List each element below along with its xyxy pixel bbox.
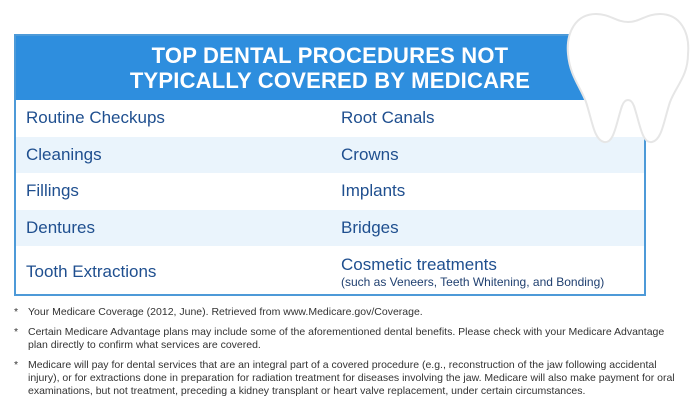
procedure-fillings: Fillings <box>26 181 79 201</box>
procedure-root-canals: Root Canals <box>341 108 435 128</box>
footnote-text: Certain Medicare Advantage plans may inc… <box>28 326 665 351</box>
procedure-cosmetic-treatments: Cosmetic treatments (such as Veneers, Te… <box>341 246 604 298</box>
title-line-2: TYPICALLY COVERED BY MEDICARE <box>129 68 531 93</box>
table-row: Routine Checkups Root Canals <box>16 100 644 137</box>
footnote-marker: * <box>14 306 19 318</box>
procedure-crowns: Crowns <box>341 144 399 164</box>
procedure-tooth-extractions: Tooth Extractions <box>26 262 157 281</box>
tooth-icon <box>566 12 690 144</box>
table-row: Dentures Bridges <box>16 209 644 246</box>
procedure-routine-checkups: Routine Checkups <box>26 108 165 128</box>
table-row: Tooth Extractions Cosmetic treatments (s… <box>16 246 644 298</box>
footnote-marker: * <box>14 326 19 338</box>
footnote: * Certain Medicare Advantage plans may i… <box>14 326 686 352</box>
procedure-bridges: Bridges <box>341 217 399 237</box>
footnote-text: Your Medicare Coverage (2012, June). Ret… <box>28 306 423 318</box>
procedures-table: Routine Checkups Root Canals Cleanings C… <box>16 100 644 298</box>
footnote-marker: * <box>14 359 19 371</box>
footnotes: * Your Medicare Coverage (2012, June). R… <box>14 306 686 405</box>
card-header: TOP DENTAL PROCEDURES NOT TYPICALLY COVE… <box>16 36 644 100</box>
footnote: * Your Medicare Coverage (2012, June). R… <box>14 306 686 319</box>
procedure-implants: Implants <box>341 181 406 201</box>
table-row: Cleanings Crowns <box>16 136 644 173</box>
table-row: Fillings Implants <box>16 173 644 210</box>
cosmetic-treatments-label: Cosmetic treatments <box>341 255 497 274</box>
procedure-cleanings: Cleanings <box>26 144 102 164</box>
title-line-1: TOP DENTAL PROCEDURES NOT <box>151 43 509 68</box>
procedures-card: TOP DENTAL PROCEDURES NOT TYPICALLY COVE… <box>14 34 646 296</box>
footnote: * Medicare will pay for dental services … <box>14 359 686 398</box>
procedure-dentures: Dentures <box>26 217 95 237</box>
footnote-text: Medicare will pay for dental services th… <box>28 359 675 397</box>
cosmetic-treatments-sub: (such as Veneers, Teeth Whitening, and B… <box>341 275 605 289</box>
